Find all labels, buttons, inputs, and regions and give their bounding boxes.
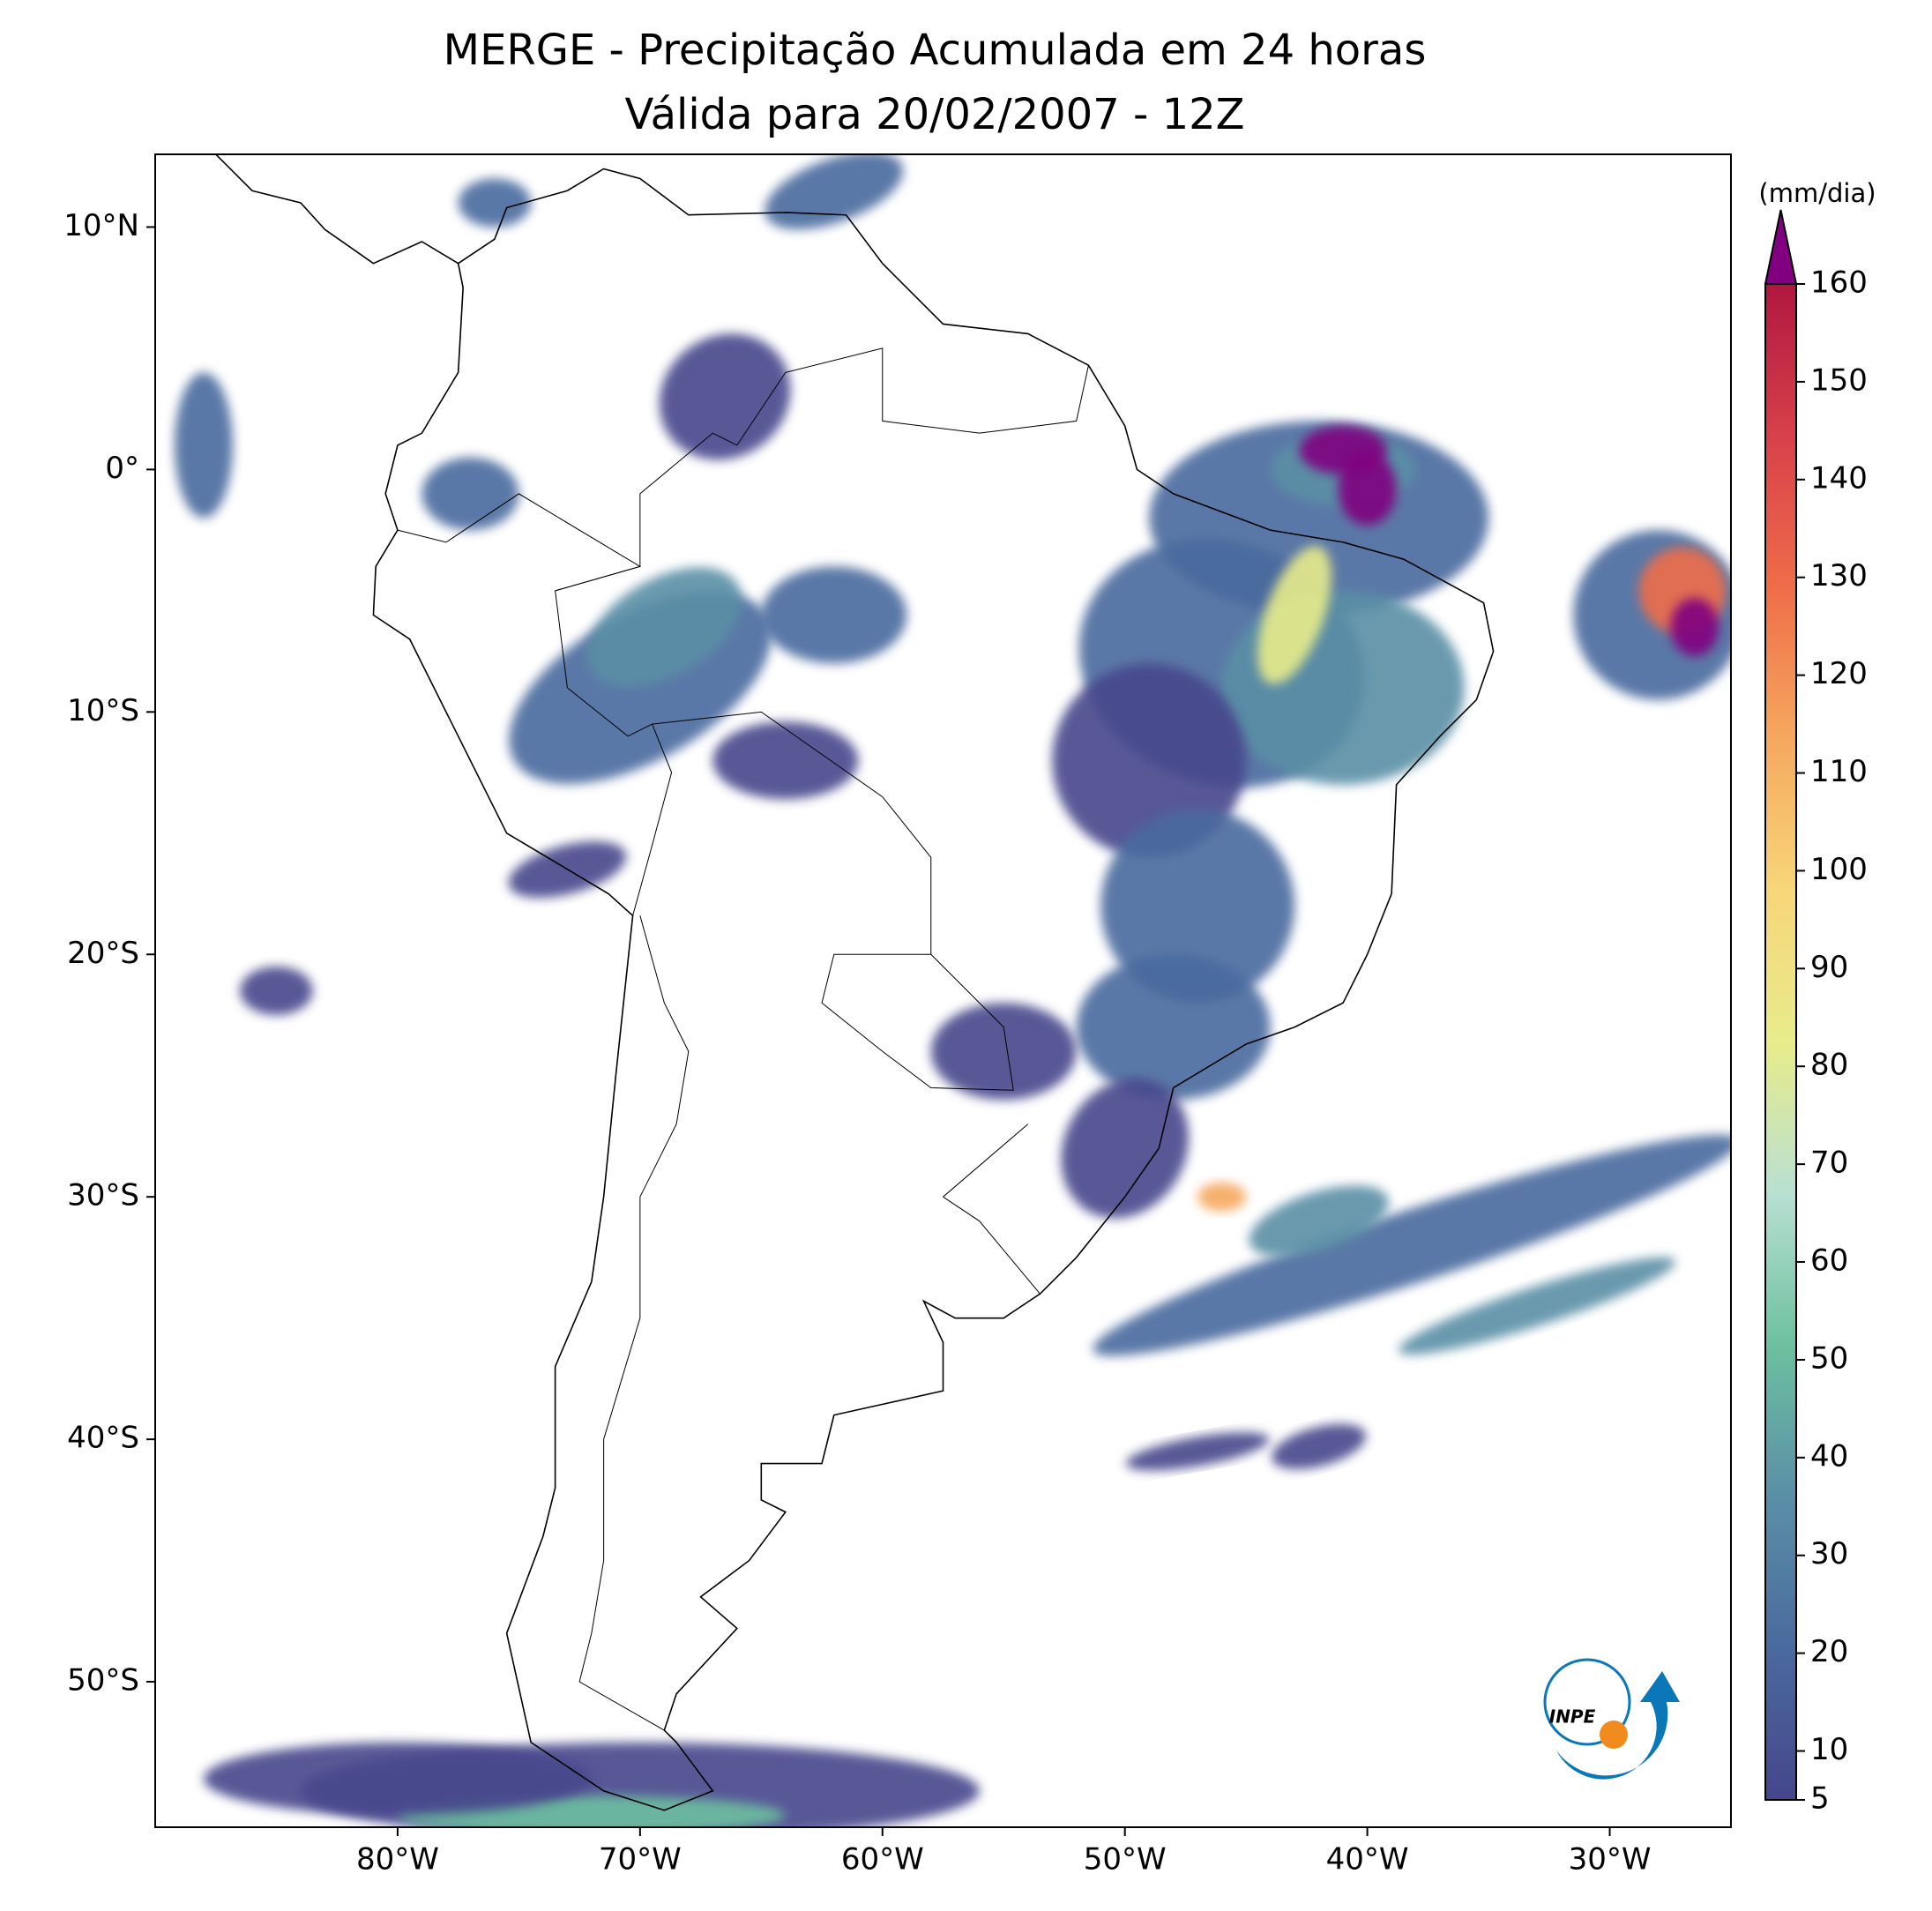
map-area <box>174 154 1731 1827</box>
coastline <box>372 168 1495 1811</box>
colorbar-tick-label: 40 <box>1810 1438 1848 1474</box>
precip-area <box>586 567 742 687</box>
border <box>397 493 673 916</box>
colorbar-tick-label: 120 <box>1810 656 1868 691</box>
coastline <box>214 154 459 265</box>
frame <box>154 153 1732 1828</box>
x-tick-label: 80°W <box>356 1842 439 1877</box>
colorbar-tick-label: 70 <box>1810 1146 1848 1181</box>
colorbar-label: (mm/dia) <box>1758 178 1876 208</box>
colorbar <box>1764 283 1797 1801</box>
precip-area <box>458 178 532 228</box>
precip-area <box>712 721 859 800</box>
colorbar-tick-label: 50 <box>1810 1340 1848 1376</box>
colorbar-tick-label: 150 <box>1810 362 1868 398</box>
border <box>943 1123 1029 1198</box>
x-tick-label: 60°W <box>841 1842 924 1877</box>
precip-area <box>761 566 907 664</box>
colorbar-tick-label: 80 <box>1810 1048 1848 1083</box>
precip-area <box>1257 546 1332 684</box>
colorbar-tick-label: 130 <box>1810 558 1868 593</box>
logo-text: INPE <box>1549 1706 1596 1728</box>
precip-area <box>1338 452 1397 526</box>
precip-area <box>1061 1078 1190 1219</box>
y-tick-label: 50°S <box>67 1663 139 1698</box>
logo-dot <box>1600 1721 1628 1749</box>
precip-area <box>1249 1185 1389 1258</box>
border <box>555 347 1089 592</box>
precip-area <box>1076 954 1271 1101</box>
precip-area <box>203 1742 592 1816</box>
precip-area <box>421 457 519 531</box>
precip-area <box>174 372 233 519</box>
precip-area <box>1272 1423 1367 1469</box>
precip-area <box>1100 809 1295 1004</box>
colorbar-tick-label: 30 <box>1810 1536 1848 1571</box>
precip-area <box>1670 598 1719 657</box>
colorbar-tick-label: 60 <box>1810 1243 1848 1279</box>
precip-area <box>1398 1257 1676 1355</box>
border <box>821 953 1014 1091</box>
logo-arrow <box>1556 1671 1680 1780</box>
colorbar-tick-label: 10 <box>1810 1732 1848 1767</box>
subtitle: Válida para 20/02/2007 - 12Z <box>624 90 1244 139</box>
y-tick-label: 30°S <box>67 1178 139 1213</box>
colorbar-extend <box>1764 209 1798 285</box>
border <box>652 711 932 955</box>
precip-area <box>659 333 791 460</box>
y-tick-label: 10°N <box>63 208 139 243</box>
colorbar-tick-label: 90 <box>1810 950 1848 985</box>
title: MERGE - Precipitação Acumulada em 24 hor… <box>444 26 1427 75</box>
precip-area <box>1221 590 1465 785</box>
colorbar-tick-label: 110 <box>1810 754 1868 789</box>
precip-area <box>930 1003 1077 1101</box>
y-tick-label: 10°S <box>67 693 139 728</box>
precip-area <box>240 967 313 1015</box>
precip-area <box>1093 1134 1731 1356</box>
colorbar-tick-label: 100 <box>1810 852 1868 887</box>
border <box>578 915 690 1731</box>
x-tick-label: 30°W <box>1569 1842 1652 1877</box>
y-tick-label: 0° <box>105 451 139 486</box>
y-tick-label: 20°S <box>67 936 139 971</box>
precip-area <box>765 154 904 230</box>
x-tick-label: 50°W <box>1084 1842 1167 1877</box>
precip-area <box>1197 1182 1247 1212</box>
precip-area <box>1125 1432 1270 1471</box>
colorbar-tick-label: 160 <box>1810 265 1868 301</box>
y-tick-label: 40°S <box>67 1421 139 1456</box>
colorbar-tick-label: 5 <box>1810 1781 1830 1817</box>
colorbar-tick-label: 20 <box>1810 1634 1848 1669</box>
colorbar-tick-label: 140 <box>1810 460 1868 496</box>
x-tick-label: 70°W <box>599 1842 682 1877</box>
x-tick-label: 40°W <box>1326 1842 1409 1877</box>
logo-ring <box>1543 1658 1631 1746</box>
border <box>943 1196 1041 1295</box>
